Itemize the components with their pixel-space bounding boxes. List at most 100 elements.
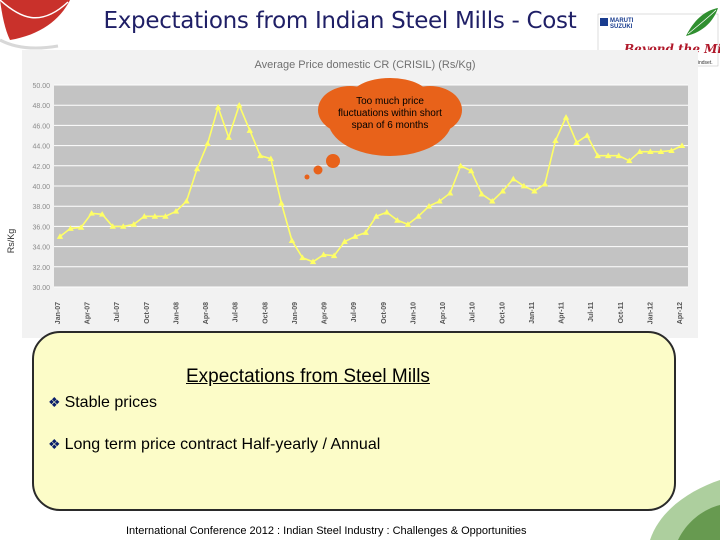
data-point — [425, 203, 433, 209]
x-tick-label: Apr-08 — [203, 302, 210, 324]
price-chart: Average Price domestic CR (CRISIL) (Rs/K… — [0, 50, 720, 340]
x-tick-label: Apr-09 — [322, 302, 329, 324]
chart-canvas: Average Price domestic CR (CRISIL) (Rs/K… — [22, 50, 698, 338]
data-point — [141, 213, 148, 219]
data-point — [257, 152, 264, 159]
y-tick-label: 38.00 — [32, 204, 50, 211]
data-point — [172, 208, 180, 214]
x-tick-label: Jul-08 — [233, 302, 240, 322]
data-point — [193, 165, 201, 172]
data-point — [246, 127, 253, 133]
data-point — [436, 197, 443, 204]
data-point — [478, 190, 485, 197]
data-point — [373, 213, 380, 219]
y-axis-label: Rs/Kg — [6, 228, 16, 254]
y-tick-label: 34.00 — [32, 245, 50, 252]
x-tick-label: Apr-11 — [559, 302, 566, 324]
data-point — [130, 221, 137, 227]
data-point — [120, 223, 127, 229]
data-point — [162, 213, 169, 219]
data-point — [541, 180, 549, 187]
data-point — [320, 251, 327, 258]
data-point — [383, 209, 391, 215]
bullet-text: Stable prices — [64, 394, 158, 411]
data-point — [56, 233, 64, 239]
x-tick-label: Jan-12 — [647, 302, 654, 324]
x-tick-label: Jan-07 — [55, 302, 62, 324]
data-point — [151, 213, 159, 219]
data-point — [330, 252, 338, 259]
data-point — [636, 148, 644, 155]
data-point — [605, 152, 612, 159]
y-tick-label: 36.00 — [32, 224, 50, 231]
x-tick-label: Apr-10 — [440, 302, 447, 324]
expectations-box — [32, 331, 676, 511]
data-point — [457, 162, 464, 169]
x-tick-label: Apr-07 — [85, 302, 92, 324]
data-point — [467, 167, 475, 174]
x-tick-label: Jul-09 — [351, 302, 358, 322]
data-point — [183, 197, 190, 204]
x-tick-label: Oct-11 — [618, 302, 625, 324]
x-tick-label: Jan-08 — [173, 302, 180, 324]
x-tick-label: Jul-07 — [114, 302, 121, 322]
data-point — [404, 221, 412, 227]
green-leaf-decoration — [650, 480, 720, 540]
x-tick-label: Jan-09 — [292, 302, 299, 324]
data-point — [583, 132, 591, 138]
y-tick-label: 50.00 — [32, 83, 50, 90]
data-point — [594, 152, 601, 159]
data-point — [394, 217, 401, 223]
data-point — [351, 233, 359, 239]
slide-title: Expectations from Indian Steel Mills - C… — [103, 8, 577, 34]
data-point — [562, 114, 570, 120]
data-point — [647, 148, 654, 155]
data-point — [77, 224, 85, 230]
data-point — [615, 152, 622, 159]
data-point — [668, 147, 675, 154]
data-point — [109, 223, 116, 229]
x-tick-label: Oct-09 — [381, 302, 388, 324]
red-leaf-decoration — [0, 0, 70, 50]
data-point — [510, 175, 517, 182]
x-tick-label: Jul-10 — [470, 302, 477, 322]
x-tick-label: Oct-10 — [499, 302, 506, 324]
y-tick-label: 32.00 — [32, 265, 50, 272]
data-point — [362, 229, 369, 235]
x-tick-label: Jul-11 — [588, 302, 595, 322]
data-point — [341, 238, 348, 244]
y-tick-label: 46.00 — [32, 123, 50, 130]
x-tick-label: Oct-07 — [144, 302, 151, 324]
maker-name: MARUTI SUZUKI — [610, 18, 634, 30]
data-point — [657, 148, 665, 155]
y-tick-label: 40.00 — [32, 184, 50, 191]
data-point — [98, 211, 106, 217]
x-tick-label: Oct-08 — [262, 302, 269, 324]
callout-cloud — [304, 78, 462, 180]
data-point — [267, 155, 275, 162]
data-point — [489, 197, 496, 204]
footer-text: International Conference 2012 : Indian S… — [126, 525, 527, 537]
y-tick-label: 42.00 — [32, 164, 50, 171]
diamond-bullet-icon: ❖ — [48, 394, 61, 410]
data-point — [278, 199, 285, 206]
data-point — [531, 187, 538, 194]
data-point — [299, 254, 306, 261]
y-tick-label: 48.00 — [32, 103, 50, 110]
data-point — [678, 142, 686, 148]
y-tick-label: 44.00 — [32, 144, 50, 151]
data-point — [236, 102, 243, 108]
expectations-heading: Expectations from Steel Mills — [186, 366, 430, 387]
y-tick-label: 30.00 — [32, 285, 50, 292]
data-point — [204, 140, 211, 146]
data-point — [225, 134, 232, 140]
x-tick-label: Apr-12 — [677, 302, 684, 324]
data-point — [626, 157, 633, 164]
callout-annotation: Too much price fluctuations within short… — [338, 96, 442, 131]
data-point — [67, 225, 74, 231]
x-tick-label: Jan-11 — [529, 302, 536, 324]
x-tick-label: Jan-10 — [410, 302, 417, 324]
data-point — [288, 237, 296, 243]
data-point — [520, 182, 528, 189]
data-point — [499, 187, 506, 194]
